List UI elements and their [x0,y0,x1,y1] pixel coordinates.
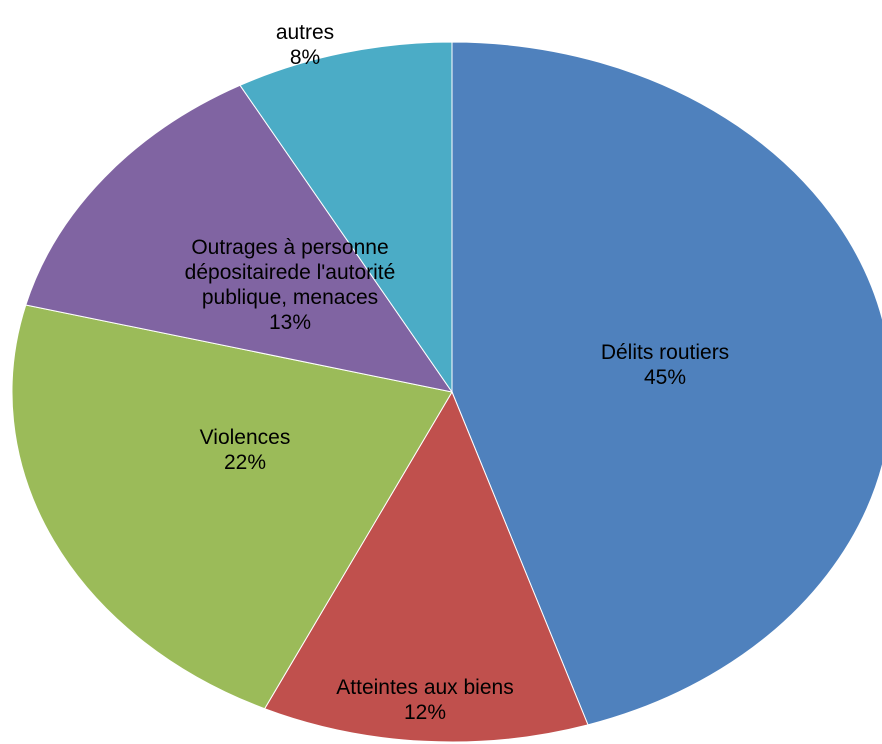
pie-slice [239,41,453,394]
pie-slice [11,304,453,710]
slice-value: 12% [403,701,447,724]
slice-label: Atteintes aux biens 12% [295,675,555,725]
slice-label: Outrages à personne dépositairede l'auto… [160,235,420,335]
pie-slice [451,41,882,726]
slice-label: autres 8% [245,20,365,70]
pie-slice [263,390,589,743]
slice-value: 8% [289,46,321,69]
slice-label: Délits routiers 45% [565,340,765,390]
slice-name: Violences [199,426,291,449]
slice-value: 22% [223,451,267,474]
slice-name: autres [275,21,335,44]
slice-name: Outrages à personne dépositairede l'auto… [184,236,396,309]
slice-name: Délits routiers [600,341,730,364]
pie-slice [25,84,454,393]
slice-value: 45% [643,366,687,389]
slice-value: 13% [268,311,312,334]
slice-label: Violences 22% [145,425,345,475]
slice-name: Atteintes aux biens [336,676,514,699]
